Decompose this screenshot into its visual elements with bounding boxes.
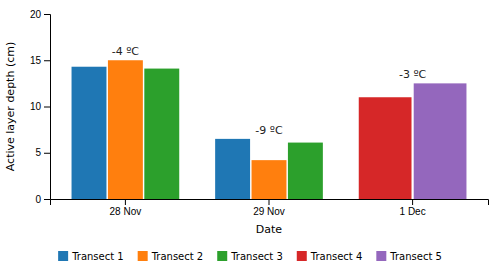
bar <box>215 139 250 199</box>
bar <box>72 67 107 199</box>
tick-mark <box>44 14 50 15</box>
bar <box>288 143 323 199</box>
legend-label: Transect 4 <box>310 251 363 262</box>
legend-swatch <box>297 251 307 261</box>
axis-domain <box>44 15 51 200</box>
bars <box>72 60 467 199</box>
legend-item: Transect 4 <box>297 251 363 262</box>
x-axis-title: Date <box>256 223 283 236</box>
legend-swatch <box>58 251 68 261</box>
tick-mark <box>269 199 270 205</box>
legend-label: Transect 5 <box>389 251 442 262</box>
y-axis-title: Active layer depth (cm) <box>4 42 17 171</box>
annotation: -3 ºC <box>399 68 427 81</box>
annotation: -9 ºC <box>255 124 283 137</box>
tick-mark <box>125 199 126 205</box>
legend-label: Transect 2 <box>151 251 204 262</box>
bar <box>252 160 287 199</box>
tick: 0 <box>35 194 50 205</box>
bar <box>108 60 143 199</box>
bar <box>144 69 179 199</box>
tick-mark <box>44 153 50 154</box>
tick-mark <box>44 107 50 108</box>
tick: 29 Nov <box>253 199 285 217</box>
tick-label: 28 Nov <box>110 206 142 217</box>
x-axis: 28 Nov 29 Nov 1 Dec <box>51 199 489 217</box>
tick-label: 1 Dec <box>400 206 426 217</box>
legend: Transect 1 Transect 2 Transect 3 Transect 4… <box>58 251 442 262</box>
legend-item: Transect 5 <box>376 251 442 262</box>
legend-swatch <box>217 251 227 261</box>
legend-label: Transect 1 <box>71 251 124 262</box>
legend-item: Transect 3 <box>217 251 283 262</box>
legend-item: Transect 1 <box>58 251 124 262</box>
legend-swatch <box>138 251 148 261</box>
bar <box>414 83 467 199</box>
legend-item: Transect 2 <box>138 251 204 262</box>
tick-label: 15 <box>30 55 42 66</box>
legend-label: Transect 3 <box>230 251 283 262</box>
tick-label: 10 <box>30 101 42 112</box>
bar <box>359 97 412 199</box>
axis-domain <box>51 200 489 206</box>
annotation: -4 ºC <box>112 45 140 58</box>
tick-label: 20 <box>30 9 42 20</box>
tick-mark <box>44 60 50 61</box>
tick: 20 <box>30 9 50 20</box>
tick: 1 Dec <box>400 199 426 217</box>
tick: 10 <box>30 101 50 112</box>
annotations: -4 ºC -9 ºC -3 ºC <box>112 45 427 137</box>
tick-label: 0 <box>35 194 41 205</box>
y-axis: 0 5 10 15 20 <box>30 9 51 205</box>
tick-mark <box>412 199 413 205</box>
tick-mark <box>44 199 50 200</box>
tick-label: 29 Nov <box>253 206 285 217</box>
tick: 15 <box>30 55 50 66</box>
chart: 0 5 10 15 20 28 Nov 29 Nov 1 Dec -4 ºC -9 ºC -3 ºC… <box>0 0 500 271</box>
tick: 28 Nov <box>110 199 142 217</box>
tick: 5 <box>35 147 50 158</box>
legend-swatch <box>376 251 386 261</box>
tick-label: 5 <box>35 147 41 158</box>
